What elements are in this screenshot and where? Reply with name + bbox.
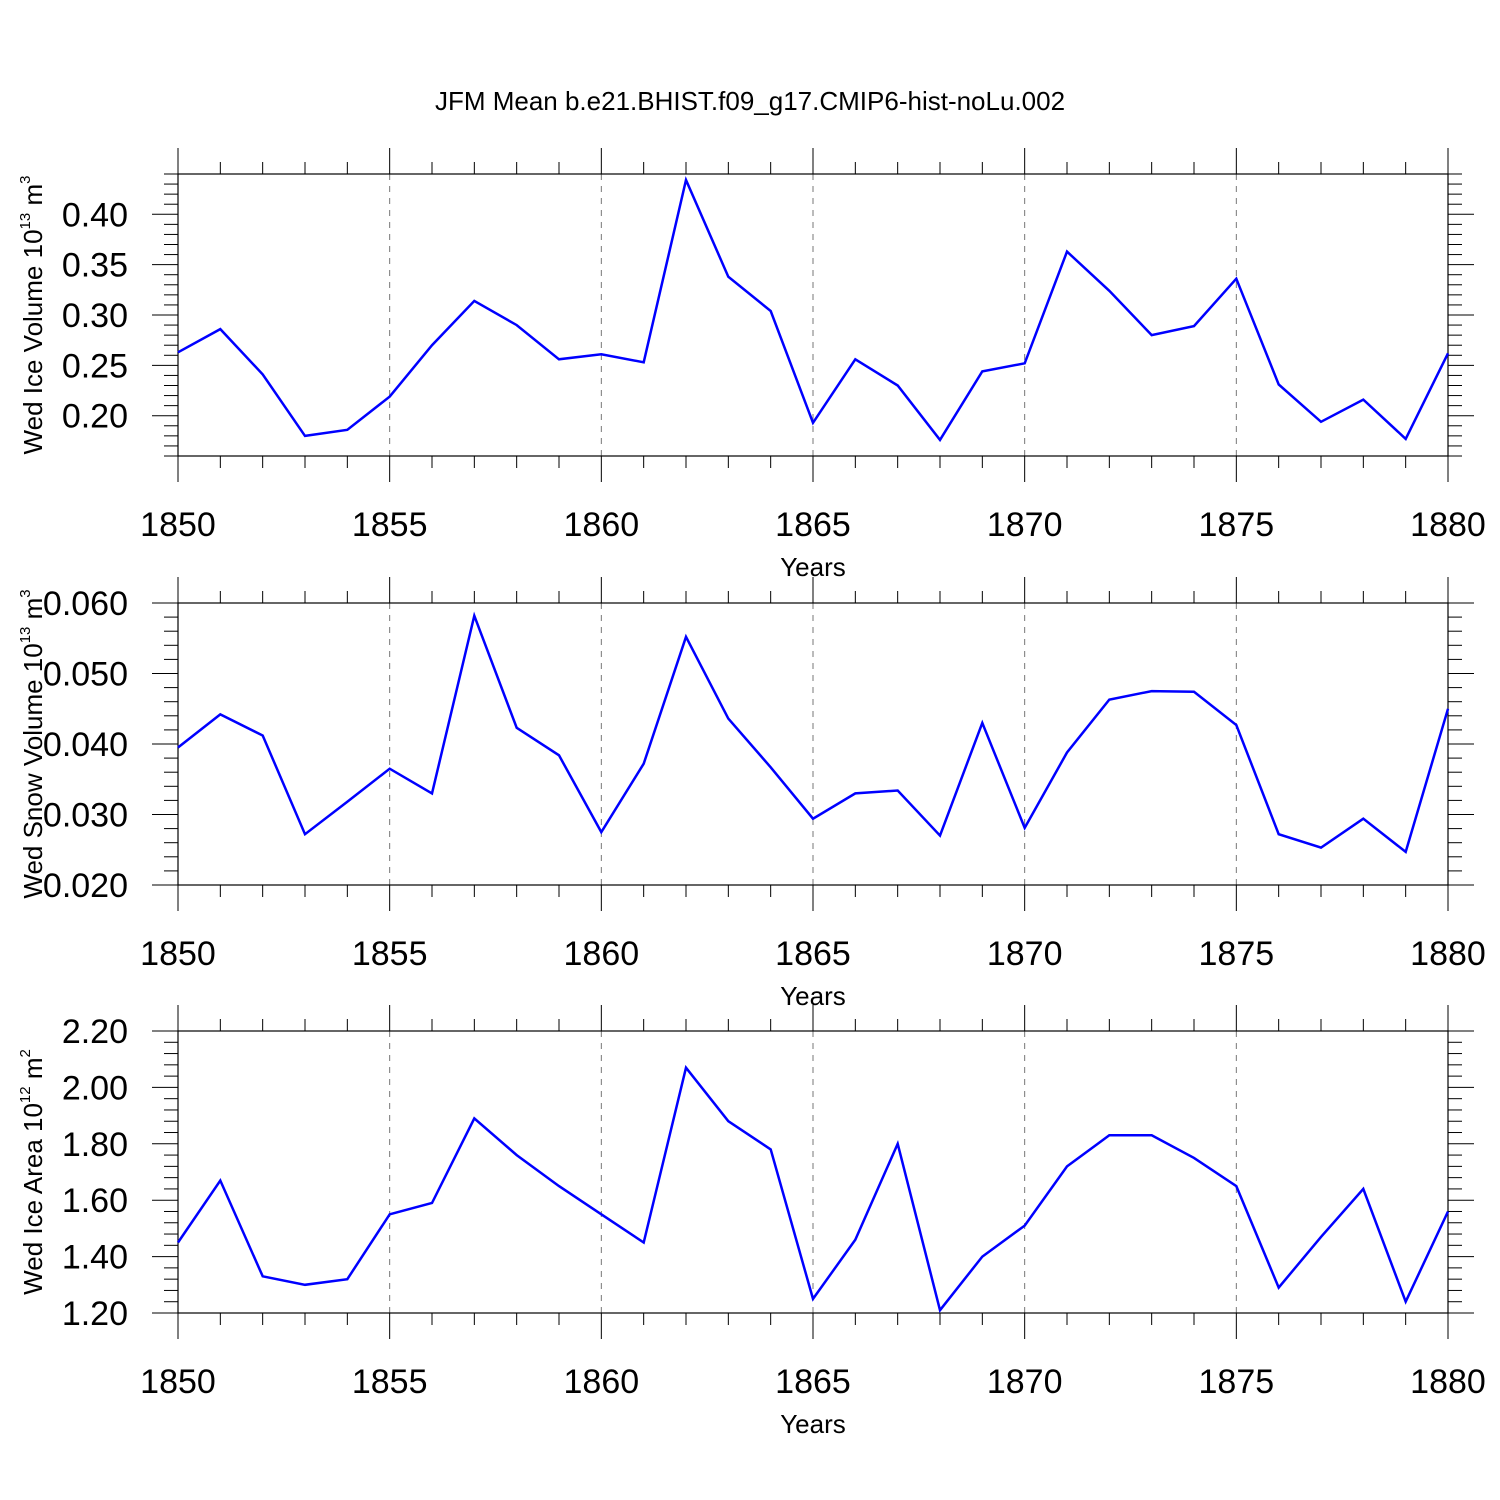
panel-3-y-tick-label: 2.00 (62, 1069, 128, 1107)
panel-2-x-tick-label: 1855 (352, 935, 428, 973)
panel-2-series-line (177, 611, 1450, 855)
panel-3-x-tick-label: 1875 (1199, 1363, 1275, 1401)
panel-1-y-axis-label-text: Wed Ice Volume 10 (18, 229, 48, 454)
panel-2-y-tick-label: 0.050 (43, 656, 128, 694)
panel-3-x-tick-label: 1860 (564, 1363, 640, 1401)
panel-2-x-tick-label: 1860 (564, 935, 640, 973)
panel-2-x-tick-label: 1865 (775, 935, 851, 973)
panel-2-x-tick-label: 1880 (1410, 935, 1486, 973)
panel-3-y-tick-label: 1.20 (62, 1295, 128, 1333)
panel-3-y-tick-label: 1.60 (62, 1182, 128, 1220)
panel-1-y-tick-label: 0.40 (62, 196, 128, 234)
panel-3-frame (177, 1030, 1449, 1314)
panel-3-y-axis-label-exponent: 12 (17, 1086, 34, 1103)
panel-3-x-axis-label: Years (780, 1409, 846, 1439)
panel-2: 1850 1855 1860 1865 1870 1875 1880Years0.0200.… (17, 577, 1486, 1011)
panel-2-y-axis-label: Wed Snow Volume 1013 m3 (17, 589, 48, 898)
panel-2-y-axis-label-unit-exponent: 3 (17, 589, 34, 597)
panel-3-x-tick-label: 1880 (1410, 1363, 1486, 1401)
panel-1-y-axis-label-exponent: 13 (17, 213, 34, 230)
panel-1-x-tick-label: 1850 (140, 506, 216, 544)
panel-2-y-axis-label-text: Wed Snow Volume 10 (18, 643, 48, 898)
panel-1-x-tick-label: 1875 (1199, 506, 1275, 544)
panel-2-y-axis-label-unit: m (18, 598, 48, 627)
panel-2-y-tick-label: 0.020 (43, 867, 128, 905)
panel-3-y-tick-label: 1.40 (62, 1239, 128, 1277)
panel-3-x-tick-label: 1865 (775, 1363, 851, 1401)
panel-3-x-tick-label: 1855 (352, 1363, 428, 1401)
panel-1-x-tick-label: 1855 (352, 506, 428, 544)
chart-title: JFM Mean b.e21.BHIST.f09_g17.CMIP6-hist-… (435, 86, 1065, 116)
panel-3-y-axis-label-unit-exponent: 2 (17, 1049, 34, 1057)
panel-2-y-tick-label: 0.030 (43, 797, 128, 835)
panel-1-y-tick-label: 0.25 (62, 347, 128, 385)
panel-2-x-tick-label: 1870 (987, 935, 1063, 973)
panel-2-y-tick-label: 0.060 (43, 585, 128, 623)
panel-1-y-axis-label-unit-exponent: 3 (17, 176, 34, 184)
panel-1-y-axis-label: Wed Ice Volume 1013 m3 (17, 176, 48, 455)
panel-1-x-tick-label: 1880 (1410, 506, 1486, 544)
panel-1-y-tick-label: 0.35 (62, 247, 128, 285)
panel-1-y-tick-label: 0.30 (62, 297, 128, 335)
panel-1-y-tick-label: 0.20 (62, 398, 128, 436)
panel-3-y-axis-label: Wed Ice Area 1012 m2 (17, 1049, 48, 1295)
panel-1-x-tick-label: 1860 (564, 506, 640, 544)
panel-2-y-axis-label-exponent: 13 (17, 627, 34, 644)
panel-1-y-axis-label-unit: m (18, 184, 48, 213)
panel-2-frame (177, 602, 1449, 886)
panel-3-y-axis-label-unit: m (18, 1058, 48, 1087)
panel-1: 1850 1855 1860 1865 1870 1875 1880Years0.200.2… (17, 148, 1486, 582)
panel-3-series-line (176, 1064, 1450, 1313)
panel-3: 1850 1855 1860 1865 1870 1875 1880 Years 1.20 1.4… (17, 1005, 1486, 1439)
panels: 1850 1855 1860 1865 1870 1875 1880 Years 0.20 0.2… (17, 148, 1486, 1439)
panel-1-series-line (177, 176, 1450, 443)
panel-1-x-tick-label: 1870 (987, 506, 1063, 544)
panel-2-y-tick-label: 0.040 (43, 726, 128, 764)
panel-3-x-tick-label: 1850 (140, 1363, 216, 1401)
panel-3-y-axis-label-text: Wed Ice Area 10 (18, 1103, 48, 1295)
panel-1-x-tick-label: 1865 (775, 506, 851, 544)
panel-2-x-tick-label: 1850 (140, 935, 216, 973)
panel-3-x-tick-label: 1870 (987, 1363, 1063, 1401)
panel-2-x-tick-label: 1875 (1199, 935, 1275, 973)
panel-3-y-tick-label: 1.80 (62, 1126, 128, 1164)
panel-3-y-tick-label: 2.20 (62, 1013, 128, 1051)
